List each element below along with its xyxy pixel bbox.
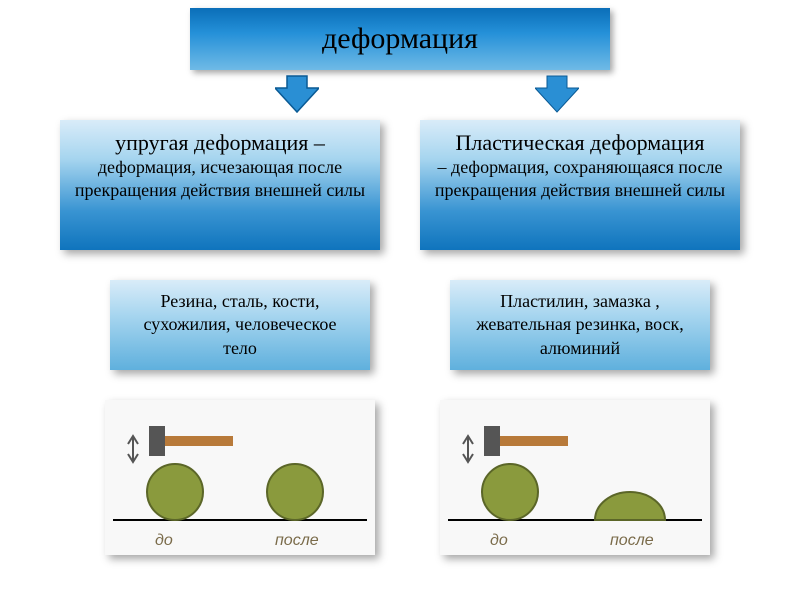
- elastic-demo: до после: [105, 400, 375, 555]
- after-label: после: [610, 532, 654, 549]
- arrow-left-icon: [275, 74, 319, 114]
- before-ball: [147, 464, 203, 520]
- after-ball: [267, 464, 323, 520]
- elastic-examples-box: Резина, сталь, кости, сухожилия, человеч…: [110, 280, 370, 370]
- plastic-def-box: Пластическая деформация – деформация, со…: [420, 120, 740, 250]
- title-box: деформация: [190, 8, 610, 70]
- elastic-def-box: упругая деформация – деформация, исчезаю…: [60, 120, 380, 250]
- arrow-shape: [535, 76, 579, 112]
- updown-arrow-icon: [463, 436, 473, 462]
- plastic-demo: до после: [440, 400, 710, 555]
- before-label: до: [490, 532, 508, 549]
- elastic-body: деформация, исчезающая после прекращения…: [74, 156, 366, 201]
- before-ball: [482, 464, 538, 520]
- hammer-icon: [149, 426, 233, 456]
- plastic-examples-text: Пластилин, замазка , жевательная резинка…: [468, 290, 692, 360]
- arrow-right-icon: [535, 74, 579, 114]
- plastic-header: Пластическая деформация: [434, 130, 726, 156]
- arrow-shape: [275, 76, 319, 112]
- before-label: до: [155, 532, 173, 549]
- plastic-examples-box: Пластилин, замазка , жевательная резинка…: [450, 280, 710, 370]
- updown-arrow-icon: [128, 436, 138, 462]
- elastic-examples-text: Резина, сталь, кости, сухожилия, человеч…: [128, 290, 352, 360]
- after-label: после: [275, 532, 319, 549]
- after-flat-ball: [595, 492, 665, 520]
- plastic-body: – деформация, сохраняющаяся после прекра…: [434, 156, 726, 201]
- title-text: деформация: [322, 22, 478, 56]
- hammer-icon: [484, 426, 568, 456]
- elastic-header: упругая деформация –: [74, 130, 366, 156]
